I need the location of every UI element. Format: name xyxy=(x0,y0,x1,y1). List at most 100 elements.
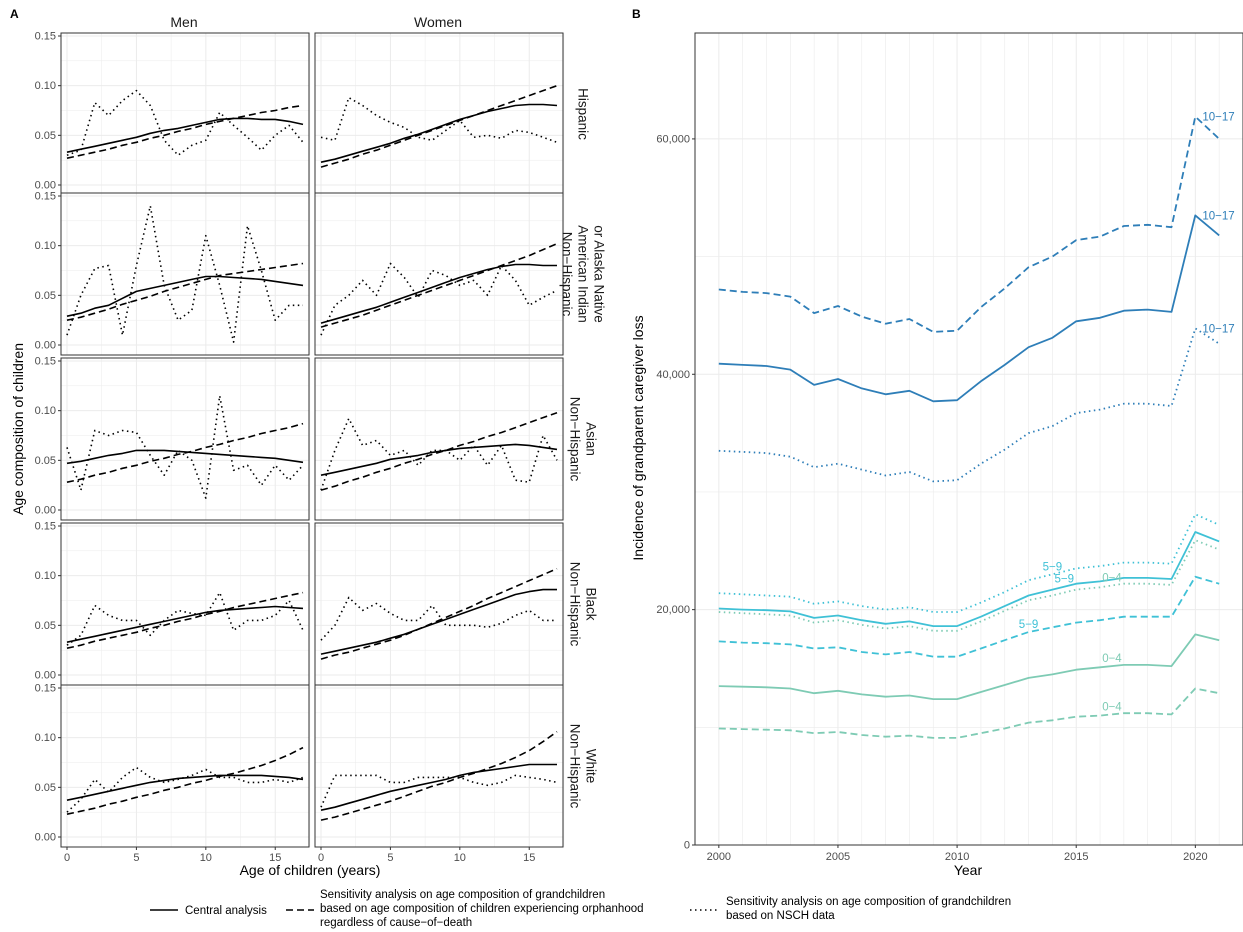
panel-b-plot: 0 20,000 40,000 60,000 2000 2005 2010 2015 2020 1… xyxy=(656,32,1243,863)
legend-label-dotted-2: based on NSCH data xyxy=(726,910,835,922)
legend-item-central: Central analysis xyxy=(150,905,267,917)
x-tick-label: 10 xyxy=(454,852,466,864)
inline-label-5-9-dotted: 5−9 xyxy=(1043,561,1063,573)
y-tick-label: 0.00 xyxy=(35,505,56,517)
inline-label-5-9-dashed: 5−9 xyxy=(1019,619,1039,631)
panel-a-xlabel: Age of children (years) xyxy=(240,862,381,878)
row-strip-label: or Alaska Native xyxy=(592,225,607,323)
x-tick-label: 5 xyxy=(133,852,139,864)
inline-label-5-9-solid: 5−9 xyxy=(1055,574,1075,586)
facet-border xyxy=(314,684,564,848)
series-line-central xyxy=(66,117,304,153)
row-strip-label: Hispanic xyxy=(576,88,591,140)
series-line-0-4-solid xyxy=(718,633,1220,700)
series-line-dashed xyxy=(320,567,558,660)
series-line-dashed xyxy=(66,262,304,321)
series-line-dotted xyxy=(66,89,304,156)
inline-label-0-4-dashed: 0−4 xyxy=(1102,701,1122,713)
x-tick-label: 2010 xyxy=(945,851,969,863)
series-line-central xyxy=(320,763,557,811)
x-tick-label: 2020 xyxy=(1183,851,1207,863)
row-strip-label: Black xyxy=(584,587,599,620)
facet-men-non-hispanic-white: 0.00 0.05 0.10 0.15 0 5 10 15 xyxy=(35,683,311,864)
series-line-central xyxy=(66,605,304,643)
facet-background xyxy=(315,523,563,685)
facet-background xyxy=(315,685,563,847)
y-tick-label: 0.10 xyxy=(35,570,56,582)
y-tick-label: 0.15 xyxy=(35,31,56,43)
panel-b-label: B xyxy=(632,7,641,21)
facet-border xyxy=(60,684,310,848)
y-tick-label: 20,000 xyxy=(656,604,690,616)
facet-women-non-hispanic-asian xyxy=(314,357,565,521)
y-tick-label: 0.00 xyxy=(35,670,56,682)
facet-border xyxy=(314,192,564,356)
y-tick-label: 0.10 xyxy=(35,240,56,252)
y-tick-label: 0.05 xyxy=(35,620,56,632)
facet-background xyxy=(315,193,563,355)
legend-item-dashed: Sensitivity analysis on age composition … xyxy=(286,889,644,929)
facet-background xyxy=(61,523,309,685)
series-line-central xyxy=(66,774,304,801)
facet-men-non-hispanic-american-indian-or-alaska-native: 0.00 0.05 0.10 0.15 xyxy=(35,191,311,356)
series-line-central xyxy=(320,443,558,476)
y-tick-label: 0.10 xyxy=(35,80,56,92)
series-line-dashed xyxy=(66,591,304,649)
inline-label-0-4-solid: 0−4 xyxy=(1102,653,1122,665)
y-tick-label: 0.00 xyxy=(35,832,56,844)
series-line-5-9-dashed xyxy=(718,575,1220,658)
x-tick-label: 15 xyxy=(523,852,535,864)
legend-label-dashed-3: regardless of cause−of−death xyxy=(320,917,472,929)
facet-men-non-hispanic-black: 0.00 0.05 0.10 0.15 xyxy=(35,521,311,686)
row-strip-label: White xyxy=(584,749,599,784)
y-tick-label: 0.15 xyxy=(35,683,56,695)
row-strips: Hispanic Non−Hispanic American Indian or Al… xyxy=(560,88,607,808)
y-tick-label: 0.10 xyxy=(35,405,56,417)
row-strip-label: Asian xyxy=(584,422,599,456)
series-line-dashed xyxy=(66,746,304,815)
inline-label-0-4-dotted: 0−4 xyxy=(1102,573,1122,585)
series-line-dotted xyxy=(66,591,304,646)
panel-a-label: A xyxy=(10,7,19,21)
facet-men-non-hispanic-asian: 0.00 0.05 0.10 0.15 xyxy=(35,356,311,521)
row-strip-label: Non−Hispanic xyxy=(568,397,583,482)
legend-label-dashed-1: Sensitivity analysis on age composition … xyxy=(320,889,605,901)
panel-b-border xyxy=(694,32,1243,846)
facet-background xyxy=(61,33,309,195)
x-tick-label: 0 xyxy=(64,852,70,864)
x-tick-label: 5 xyxy=(387,852,393,864)
facet-background xyxy=(61,358,309,520)
y-tick-label: 0.05 xyxy=(35,290,56,302)
panel-b-ylabel: Incidence of grandparent caregiver loss xyxy=(630,315,646,560)
facet-background xyxy=(61,193,309,355)
series-line-dashed xyxy=(320,84,558,168)
y-tick-label: 0.00 xyxy=(35,340,56,352)
series-line-dashed xyxy=(66,422,304,483)
row-strip-label: American Indian xyxy=(576,225,591,323)
facet-border xyxy=(60,357,310,521)
facet-women-non-hispanic-black xyxy=(314,522,565,686)
panel-b-xlabel: Year xyxy=(954,862,983,878)
panel-a-ylabel: Age composition of children xyxy=(10,343,26,515)
y-tick-label: 0.10 xyxy=(35,732,56,744)
x-tick-label: 2015 xyxy=(1064,851,1088,863)
end-label-10-17-dotted: 10−17 xyxy=(1202,323,1234,335)
facet-border xyxy=(60,192,310,356)
x-tick-label: 2000 xyxy=(707,851,731,863)
panel-b-background xyxy=(695,33,1243,845)
row-strip-label: Non−Hispanic xyxy=(568,724,583,809)
x-tick-label: 10 xyxy=(200,852,212,864)
series-line-dashed xyxy=(320,731,558,821)
series-line-dashed xyxy=(320,411,558,491)
series-line-central xyxy=(320,588,557,655)
series-line-dashed xyxy=(320,242,558,328)
series-line-dashed xyxy=(66,104,304,159)
series-line-central xyxy=(66,449,304,465)
y-tick-label: 0 xyxy=(684,840,690,852)
facet-men-hispanic: 0.00 0.05 0.10 0.15 xyxy=(35,31,311,196)
y-tick-label: 0.05 xyxy=(35,782,56,794)
col-title-men: Men xyxy=(170,14,197,30)
series-line-10-17-dashed xyxy=(718,115,1220,333)
series-line-central xyxy=(320,103,558,163)
